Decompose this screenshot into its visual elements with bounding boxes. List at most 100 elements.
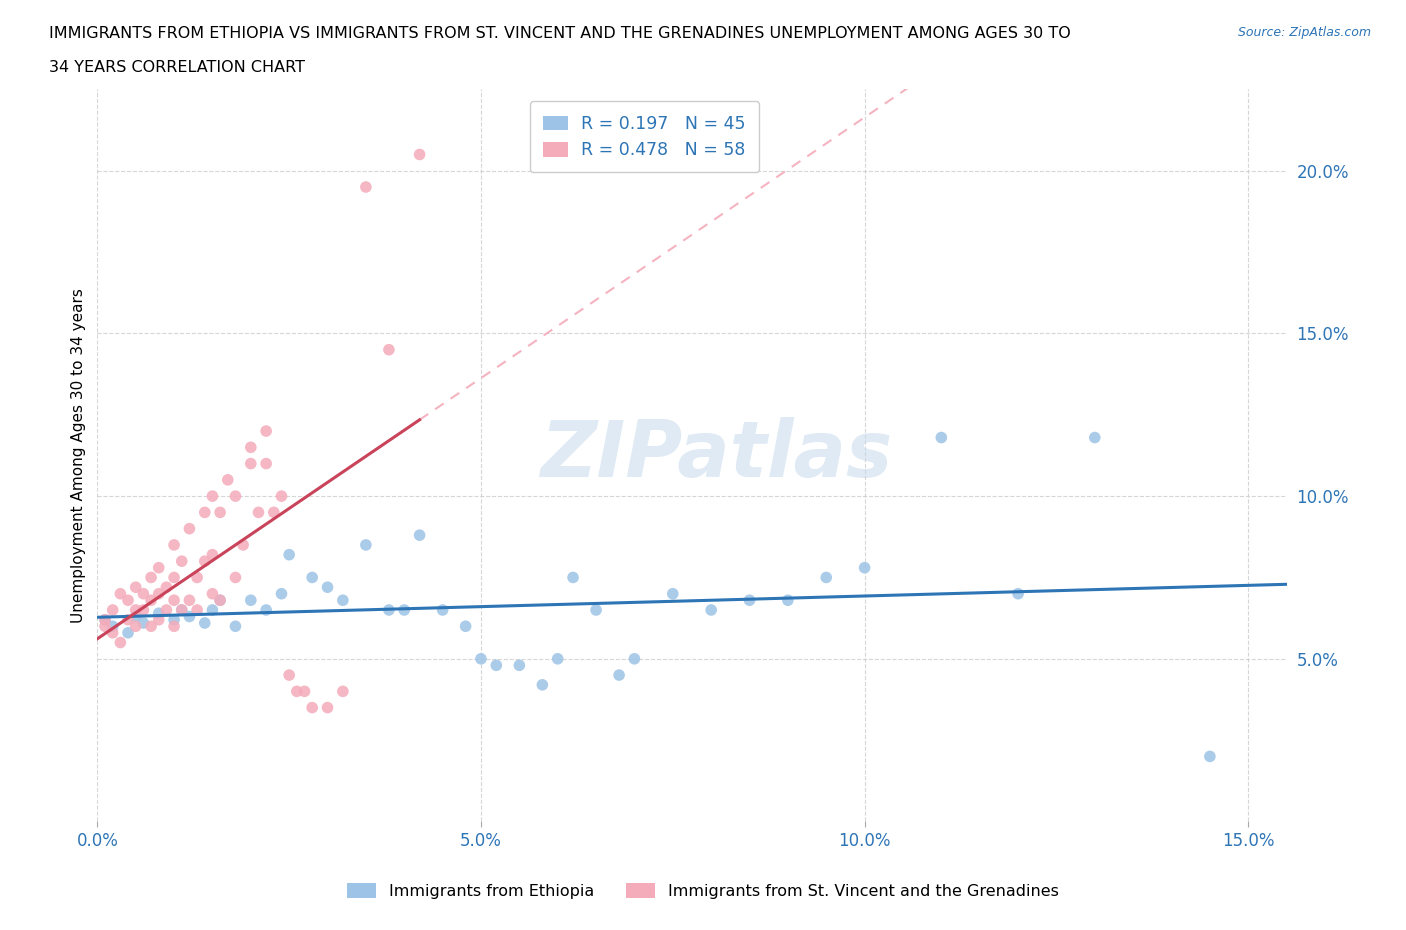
Point bbox=[201, 603, 224, 618]
Point bbox=[332, 684, 354, 698]
Point bbox=[815, 570, 838, 585]
Point bbox=[662, 586, 685, 601]
Point bbox=[179, 521, 201, 536]
Point bbox=[194, 505, 217, 520]
Point bbox=[139, 570, 162, 585]
Point bbox=[101, 603, 124, 618]
Point bbox=[194, 616, 217, 631]
Point bbox=[316, 579, 339, 594]
Text: ZIPatlas: ZIPatlas bbox=[540, 418, 891, 494]
Point bbox=[354, 538, 377, 552]
Point bbox=[254, 456, 277, 471]
Point bbox=[125, 603, 148, 618]
Point bbox=[776, 592, 799, 607]
Point bbox=[294, 684, 316, 698]
Point bbox=[163, 612, 186, 627]
Point bbox=[354, 179, 377, 194]
Point bbox=[170, 553, 193, 568]
Point bbox=[224, 488, 246, 503]
Point bbox=[125, 609, 148, 624]
Text: IMMIGRANTS FROM ETHIOPIA VS IMMIGRANTS FROM ST. VINCENT AND THE GRENADINES UNEMP: IMMIGRANTS FROM ETHIOPIA VS IMMIGRANTS F… bbox=[49, 26, 1071, 41]
Point bbox=[508, 658, 530, 672]
Point bbox=[179, 592, 201, 607]
Point bbox=[301, 570, 323, 585]
Point bbox=[209, 592, 232, 607]
Point bbox=[170, 603, 193, 618]
Point bbox=[117, 592, 139, 607]
Point bbox=[194, 553, 217, 568]
Point bbox=[1007, 586, 1029, 601]
Point bbox=[209, 592, 232, 607]
Point bbox=[179, 609, 201, 624]
Point bbox=[117, 625, 139, 640]
Point bbox=[332, 592, 354, 607]
Point bbox=[394, 603, 416, 618]
Point bbox=[148, 586, 170, 601]
Point bbox=[94, 612, 117, 627]
Point bbox=[163, 618, 186, 633]
Point bbox=[201, 586, 224, 601]
Point bbox=[139, 618, 162, 633]
Point bbox=[163, 570, 186, 585]
Point bbox=[148, 612, 170, 627]
Point bbox=[201, 488, 224, 503]
Point bbox=[132, 616, 155, 631]
Point bbox=[239, 592, 262, 607]
Point bbox=[125, 618, 148, 633]
Point bbox=[247, 505, 270, 520]
Point bbox=[263, 505, 285, 520]
Point bbox=[301, 700, 323, 715]
Point bbox=[239, 456, 262, 471]
Point bbox=[94, 612, 117, 627]
Point bbox=[155, 603, 177, 618]
Point bbox=[117, 612, 139, 627]
Point bbox=[101, 625, 124, 640]
Point bbox=[101, 618, 124, 633]
Text: 34 YEARS CORRELATION CHART: 34 YEARS CORRELATION CHART bbox=[49, 60, 305, 75]
Point bbox=[585, 603, 607, 618]
Point bbox=[132, 586, 155, 601]
Y-axis label: Unemployment Among Ages 30 to 34 years: Unemployment Among Ages 30 to 34 years bbox=[72, 288, 86, 623]
Point bbox=[148, 560, 170, 575]
Point bbox=[853, 560, 876, 575]
Point bbox=[547, 651, 569, 666]
Point bbox=[278, 547, 301, 562]
Point bbox=[470, 651, 492, 666]
Point bbox=[110, 586, 132, 601]
Point bbox=[408, 147, 430, 162]
Point bbox=[738, 592, 761, 607]
Point bbox=[224, 618, 246, 633]
Point bbox=[132, 603, 155, 618]
Point bbox=[316, 700, 339, 715]
Point bbox=[1084, 430, 1107, 445]
Point bbox=[607, 668, 630, 683]
Point bbox=[378, 342, 401, 357]
Point bbox=[454, 618, 477, 633]
Point bbox=[531, 677, 554, 692]
Point bbox=[224, 570, 246, 585]
Point bbox=[700, 603, 723, 618]
Point bbox=[201, 547, 224, 562]
Legend: Immigrants from Ethiopia, Immigrants from St. Vincent and the Grenadines: Immigrants from Ethiopia, Immigrants fro… bbox=[342, 877, 1064, 905]
Point bbox=[432, 603, 454, 618]
Point bbox=[232, 538, 254, 552]
Point bbox=[254, 603, 277, 618]
Point bbox=[217, 472, 239, 487]
Point bbox=[94, 618, 117, 633]
Point bbox=[186, 570, 208, 585]
Point bbox=[163, 538, 186, 552]
Point bbox=[562, 570, 585, 585]
Point bbox=[125, 579, 148, 594]
Point bbox=[254, 423, 277, 438]
Point bbox=[278, 668, 301, 683]
Point bbox=[270, 586, 292, 601]
Point bbox=[1199, 749, 1222, 764]
Point bbox=[148, 605, 170, 620]
Point bbox=[170, 603, 193, 618]
Point bbox=[378, 603, 401, 618]
Point bbox=[163, 592, 186, 607]
Point bbox=[186, 603, 208, 618]
Point bbox=[110, 635, 132, 650]
Text: Source: ZipAtlas.com: Source: ZipAtlas.com bbox=[1237, 26, 1371, 39]
Point bbox=[931, 430, 953, 445]
